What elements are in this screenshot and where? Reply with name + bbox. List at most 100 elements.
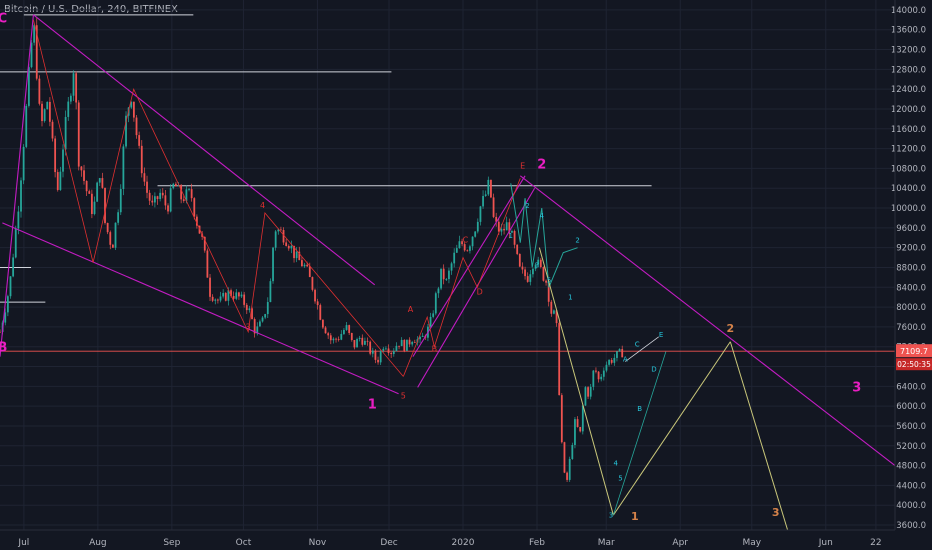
candle-body	[487, 179, 490, 195]
y-tick-label: 6400.0	[896, 382, 926, 392]
candle-body	[511, 231, 513, 233]
candle-body	[266, 302, 269, 315]
last-price-tag-bg	[896, 344, 932, 358]
candle-body	[17, 211, 20, 229]
candle-body	[180, 185, 183, 200]
candle-body	[245, 304, 248, 311]
candle-body	[272, 247, 274, 282]
candle-body	[240, 294, 243, 297]
candle-body	[390, 353, 393, 355]
x-tick-label: Oct	[236, 538, 252, 548]
candle-body	[442, 268, 445, 280]
y-tick-label: 3600.0	[896, 521, 926, 531]
countdown-tag: 02:50:35	[897, 360, 931, 369]
y-tick-label: 9200.0	[896, 244, 926, 254]
candle-body	[167, 205, 169, 212]
candle-body	[301, 260, 303, 267]
candle-body	[287, 245, 290, 249]
candle-body	[232, 295, 235, 299]
candle-body	[274, 231, 277, 248]
candle-body	[308, 266, 311, 278]
candle-body	[518, 253, 521, 267]
candle-body	[324, 327, 327, 334]
candle-body	[469, 246, 471, 251]
candle-body	[595, 370, 597, 372]
candle-body	[537, 259, 540, 265]
candle-body	[206, 250, 209, 278]
candle-body	[0, 331, 1, 333]
candle-body	[4, 312, 7, 323]
candle-body	[193, 198, 196, 217]
candle-body	[33, 25, 36, 43]
candle-body	[75, 73, 78, 103]
candle-body	[476, 221, 479, 232]
candle-body	[290, 245, 293, 249]
candle-body	[503, 228, 505, 231]
candle-body	[440, 268, 442, 289]
candle-body	[343, 329, 345, 334]
x-tick-label: Apr	[672, 538, 688, 548]
candle-body	[153, 196, 156, 203]
candle-body	[555, 310, 558, 324]
wave-label-cyan: C	[635, 341, 640, 349]
candle-body	[479, 206, 482, 222]
y-tick-label: 10000.0	[891, 204, 926, 214]
x-tick-label: 2020	[452, 538, 475, 548]
descending-trend-line	[519, 175, 896, 467]
candle-body	[132, 101, 135, 118]
candle-body	[251, 308, 253, 320]
candle-body	[138, 135, 141, 146]
candle-body	[135, 117, 138, 136]
candle-body	[51, 121, 54, 139]
candle-body	[41, 103, 43, 122]
wave-label-cyan: A	[623, 356, 628, 364]
cyan-wave-path	[510, 183, 578, 288]
candle-body	[589, 386, 592, 397]
wave-label-cyan: 5	[618, 474, 622, 482]
candle-body	[214, 299, 217, 301]
candle-body	[345, 325, 348, 330]
candle-body	[553, 310, 555, 314]
wave-label-cyan: 3	[609, 512, 613, 520]
wave-label-red: B	[432, 345, 438, 354]
candle-body	[282, 230, 285, 243]
y-tick-label: 13600.0	[891, 26, 926, 36]
candle-body	[474, 231, 477, 237]
candle-body	[574, 419, 576, 445]
candle-body	[46, 101, 49, 110]
candle-body	[505, 222, 508, 231]
countdown-tag-bg	[896, 358, 932, 371]
candle-body	[9, 276, 12, 297]
candle-body	[353, 339, 356, 348]
candle-body	[12, 257, 15, 277]
y-tick-label: 12000.0	[891, 105, 926, 115]
candles	[0, 18, 624, 483]
candle-body	[48, 101, 51, 122]
candle-body	[209, 277, 211, 297]
rising-channel-lower	[417, 187, 536, 388]
candle-body	[497, 221, 500, 232]
candle-body	[295, 251, 298, 259]
candle-body	[182, 199, 185, 201]
candle-body	[190, 189, 193, 199]
candle-body	[361, 337, 364, 345]
candle-body	[122, 146, 125, 189]
y-tick-label: 10800.0	[891, 164, 926, 174]
candle-body	[316, 301, 319, 306]
projection-down-1	[538, 247, 614, 516]
candle-body	[364, 340, 366, 345]
candle-body	[230, 290, 232, 296]
candle-body	[377, 359, 379, 363]
wave-label-cyan: E	[659, 331, 663, 339]
wave-label-magenta: B	[0, 341, 7, 356]
wave-label-cyan: 5	[547, 276, 551, 284]
candle-body	[314, 289, 316, 302]
candle-body	[277, 229, 280, 232]
y-tick-label: 9600.0	[896, 224, 926, 234]
candle-body	[490, 179, 492, 198]
candle-body	[56, 172, 59, 190]
candle-body	[392, 351, 395, 355]
candle-body	[566, 472, 568, 480]
candle-body	[20, 180, 22, 212]
